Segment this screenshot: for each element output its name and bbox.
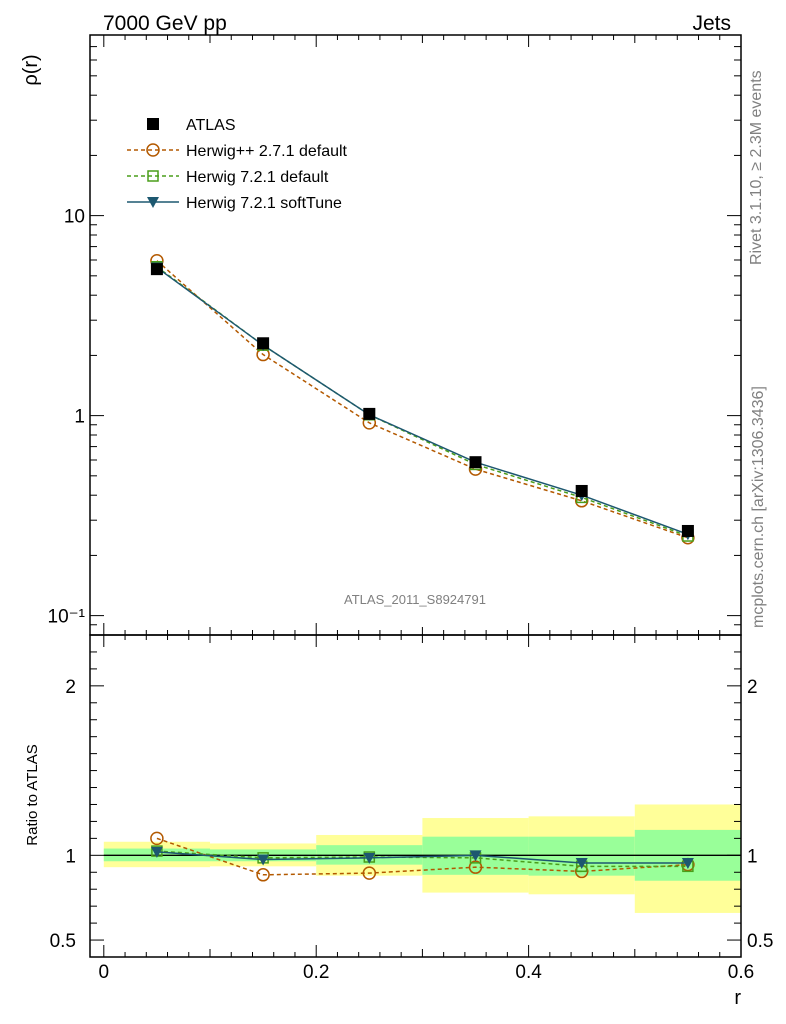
uncertainty-band-inner (528, 836, 635, 876)
x-axis-label: r (734, 987, 741, 1009)
legend-label: Herwig++ 2.7.1 default (186, 143, 348, 160)
x-tick-label: 0.2 (303, 962, 329, 983)
ratio-y-tick-label: 0.5 (50, 931, 76, 952)
top-series-atlas-point (681, 524, 694, 537)
legend-marker (146, 143, 160, 157)
ratio-series-herwig-7-2-1-softtune-point (150, 846, 163, 858)
ratio-series-herwig-2-7-1-default-line (156, 837, 688, 876)
x-tick-label: 0 (99, 962, 110, 983)
ratio-series-herwig-7-2-1-softtune-point (363, 852, 376, 864)
y-tick-label: 10⁻¹ (48, 607, 86, 628)
ratio-series-herwig-2-7-1-default-point (362, 866, 377, 880)
y-axis-label-ratio: Ratio to ATLAS (24, 744, 41, 845)
analysis-watermark: ATLAS_2011_S8924791 (344, 592, 486, 607)
ratio-series-herwig-7-2-1-softtune-line (156, 851, 688, 864)
top-series-herwig-7-2-1-softtune-line (156, 266, 689, 536)
ratio-y-tick-label: 2 (65, 677, 76, 698)
header-left: 7000 GeV pp (103, 12, 227, 35)
ratio-y-tick-label-right: 0.5 (747, 931, 773, 952)
y-tick-label: 1 (74, 407, 85, 428)
ratio-series-herwig-2-7-1-default-point (150, 831, 164, 846)
legend-marker (147, 170, 159, 182)
legend-label: Herwig 7.2.1 softTune (186, 195, 342, 212)
legend-marker (147, 197, 159, 208)
legend-label: ATLAS (186, 117, 236, 134)
ratio-y-tick-label: 1 (65, 846, 76, 867)
ratio-series-herwig-7-2-1-softtune-point (469, 850, 482, 862)
ratio-series-herwig-7-2-1-softtune-point (257, 854, 270, 866)
y-axis-label-top: ρ(r) (20, 54, 42, 85)
top-series-atlas-point (257, 337, 270, 350)
top-series-atlas-point (575, 484, 588, 497)
header-right: Jets (692, 12, 731, 35)
ratio-series-herwig-7-2-1-softtune-point (681, 857, 694, 869)
x-tick-label: 0.6 (728, 962, 754, 983)
ratio-y-tick-label-right: 1 (747, 846, 758, 867)
legend-label: Herwig 7.2.1 default (186, 169, 329, 186)
x-tick-label: 0.4 (515, 962, 542, 983)
ratio-plot-frame (89, 634, 742, 958)
ratio-series-herwig-2-7-1-default-point (256, 868, 270, 882)
top-series-herwig-2-7-1-default-line (156, 260, 689, 539)
ratio-series-herwig-7-2-1-default-line (156, 850, 688, 868)
mcplots-label: mcplots.cern.ch [arXiv:1306.3436] (750, 386, 767, 628)
y-tick-label: 10 (64, 207, 85, 228)
ratio-y-tick-label-right: 2 (747, 677, 758, 698)
top-series-atlas-point (363, 407, 376, 420)
top-series-herwig-7-2-1-default-line (156, 266, 689, 537)
legend-marker (147, 118, 159, 130)
top-series-atlas-point (150, 263, 163, 276)
top-series-atlas-point (469, 456, 482, 469)
ratio-series-herwig-7-2-1-softtune-point (575, 857, 588, 869)
rivet-label: Rivet 3.1.10, ≥ 2.3M events (748, 70, 765, 265)
